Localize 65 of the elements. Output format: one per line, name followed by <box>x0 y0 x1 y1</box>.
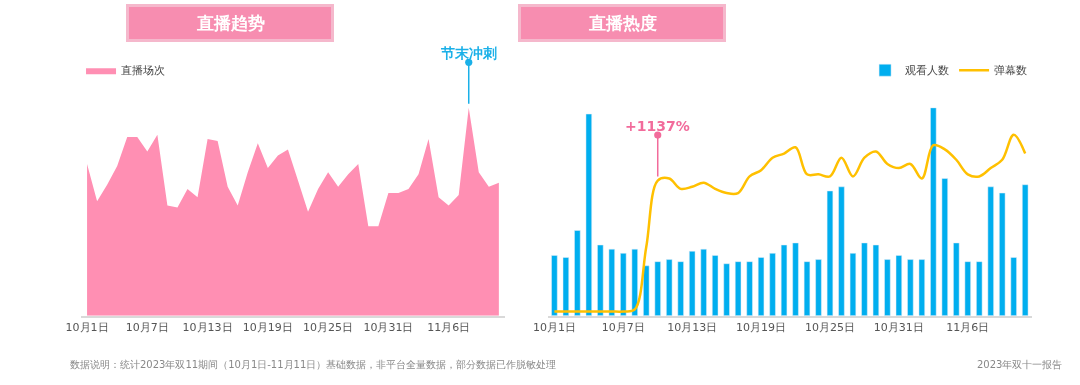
bar <box>608 248 615 316</box>
x-tick-label: 10月13日 <box>182 320 233 334</box>
bar <box>918 259 925 316</box>
x-tick-label: 10月7日 <box>601 320 645 334</box>
x-tick-label: 10月13日 <box>667 320 718 334</box>
x-tick-label: 10月1日 <box>65 320 109 334</box>
x-tick-label: 10月31日 <box>873 320 924 334</box>
bar <box>976 261 983 316</box>
text: 数据说明：统计2023年双11期间（10月1日-11月11日）基础数据，非平台全量数据，部分数据已作脱敏处理 <box>70 359 557 370</box>
bar <box>597 244 604 316</box>
bar <box>803 261 811 316</box>
x-tick-label: 10月19日 <box>242 320 293 334</box>
chart-title: 直播热度 <box>587 13 657 33</box>
bar <box>654 261 661 316</box>
bar <box>953 242 960 316</box>
bar <box>895 255 902 316</box>
bar <box>585 113 592 316</box>
bar <box>769 253 776 316</box>
bar <box>723 263 730 316</box>
bar <box>620 253 627 316</box>
x-tick-label: 10月7日 <box>125 320 169 334</box>
bar <box>757 257 765 316</box>
bar <box>826 190 834 316</box>
bar <box>712 255 719 316</box>
bar <box>838 186 845 316</box>
bar <box>849 253 857 316</box>
text: 节末冲刺 <box>440 45 497 61</box>
bar <box>792 242 799 316</box>
bar <box>574 230 581 316</box>
x-tick-label: 10月25日 <box>804 320 855 334</box>
bar <box>780 244 788 316</box>
bar <box>999 192 1006 316</box>
bar <box>666 259 673 316</box>
bar <box>700 248 707 316</box>
bar <box>1022 184 1029 316</box>
x-tick-label: 10月19日 <box>736 320 787 334</box>
legend-label: 直播场次 <box>121 64 166 78</box>
bar <box>551 255 558 316</box>
bar <box>1010 257 1017 316</box>
bar <box>746 261 753 316</box>
bar <box>884 259 891 316</box>
x-tick-label: 10月1日 <box>532 320 576 334</box>
bar <box>861 242 868 316</box>
bar <box>930 107 937 316</box>
bar <box>734 261 742 316</box>
bar <box>815 259 822 316</box>
bar <box>872 244 880 316</box>
bar <box>907 259 914 316</box>
legend-label: 观看人数 <box>905 64 950 78</box>
bar <box>964 261 971 316</box>
text: 2023年双十一报告 <box>977 359 1063 370</box>
bar <box>987 186 994 316</box>
bar <box>631 248 638 316</box>
legend-label: 弹幕数 <box>994 64 1028 78</box>
bar <box>562 257 569 316</box>
bar <box>941 178 948 316</box>
x-tick-label: 11月6日 <box>946 320 990 334</box>
annotation: +1137% <box>625 118 690 134</box>
chart-title: 直播趋势 <box>195 13 265 33</box>
x-tick-label: 10月25日 <box>303 320 354 334</box>
bar <box>689 251 696 316</box>
bar <box>643 265 650 316</box>
bar <box>677 261 684 316</box>
x-tick-label: 11月6日 <box>427 320 471 334</box>
x-tick-label: 10月31日 <box>363 320 414 334</box>
